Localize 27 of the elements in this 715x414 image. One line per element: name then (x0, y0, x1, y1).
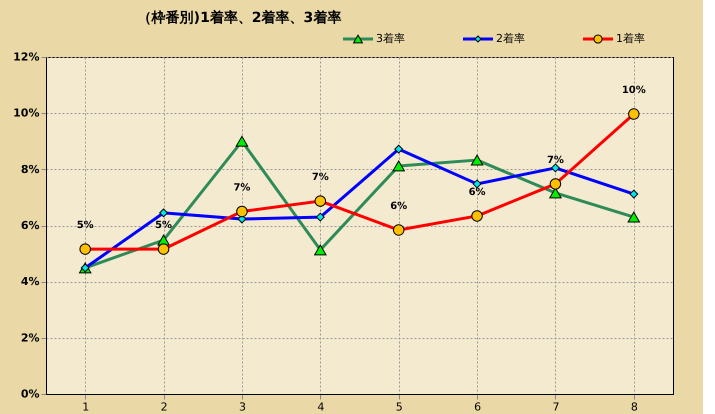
y-tick-label: 10% (13, 106, 40, 120)
legend-label: 3着率 (376, 32, 405, 45)
x-tick-label: 1 (82, 400, 90, 414)
data-label: 5% (155, 220, 172, 232)
chart-title: （枠番別)1着率、2着率、3着率 (138, 8, 342, 26)
legend-label: 1着率 (616, 32, 645, 45)
x-tick-label: 3 (238, 400, 246, 414)
data-label: 7% (312, 172, 329, 184)
legend-label: 2着率 (496, 32, 525, 45)
x-tick-label: 4 (317, 400, 324, 414)
x-tick-label: 6 (474, 400, 482, 414)
x-tick-label: 8 (630, 400, 638, 414)
data-label: 7% (233, 182, 250, 194)
data-label: 6% (390, 200, 408, 212)
data-label: 7% (546, 154, 564, 166)
y-tick-label: 4% (20, 275, 40, 288)
x-tick-label: 5 (396, 400, 403, 414)
data-label: 10% (622, 85, 646, 96)
y-tick-label: 0% (20, 388, 40, 400)
y-tick-label: 8% (20, 162, 40, 176)
x-tick-label: 2 (160, 400, 168, 414)
data-label: 6% (468, 186, 486, 198)
data-label: 5% (76, 220, 94, 232)
y-tick-label: 6% (20, 219, 40, 232)
y-tick-label: 2% (20, 331, 40, 344)
x-tick-label: 7 (552, 400, 560, 414)
y-tick-label: 12% (13, 50, 40, 64)
